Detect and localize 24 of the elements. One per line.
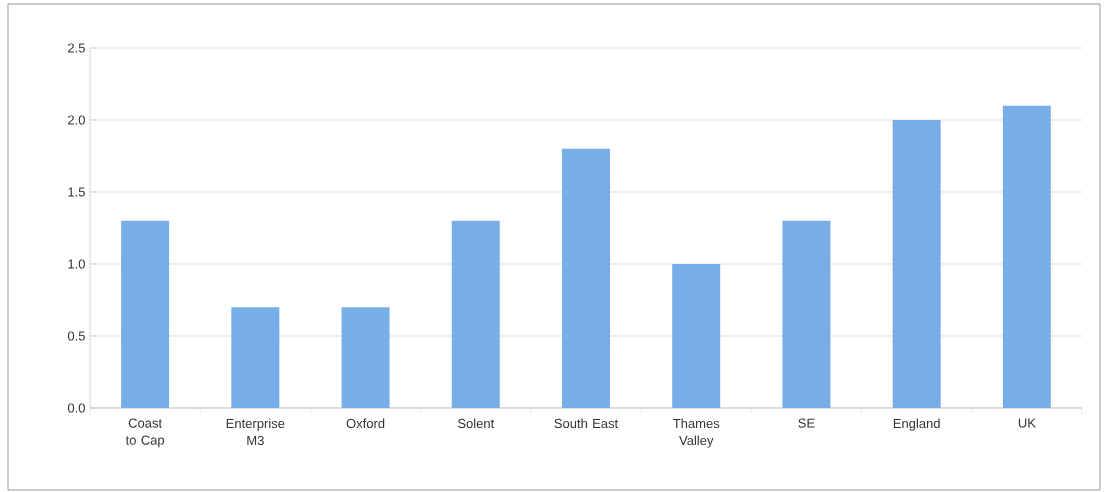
x-tick-label: Enterprise M3 (226, 418, 285, 446)
x-tick-label: Coast to Cap (125, 418, 165, 448)
bar (782, 220, 831, 408)
y-tick-label: 1.5 (68, 187, 85, 197)
y-tick-label: 2.5 (68, 43, 85, 53)
y-tick-label: 2.0 (68, 115, 85, 125)
y-tick-label: 0.0 (67, 403, 85, 413)
bar (341, 307, 390, 408)
x-tick-label: Thames Valley (673, 418, 720, 448)
x-tick-label: South East (554, 418, 619, 429)
bar (672, 263, 721, 408)
bar (892, 119, 941, 408)
bar (231, 307, 280, 408)
x-tick-label: UK (1018, 418, 1036, 428)
bar (1002, 105, 1051, 408)
y-tick-label: 1.0 (68, 259, 85, 269)
bar (562, 148, 610, 408)
y-tick-label: 0.5 (67, 331, 85, 341)
x-tick-label: SE (798, 418, 815, 428)
x-tick-label: Solent (457, 418, 495, 429)
x-tick-label: Oxford (346, 418, 385, 429)
bar (121, 220, 170, 408)
x-tick-label: England (893, 418, 940, 431)
bar (451, 220, 500, 408)
